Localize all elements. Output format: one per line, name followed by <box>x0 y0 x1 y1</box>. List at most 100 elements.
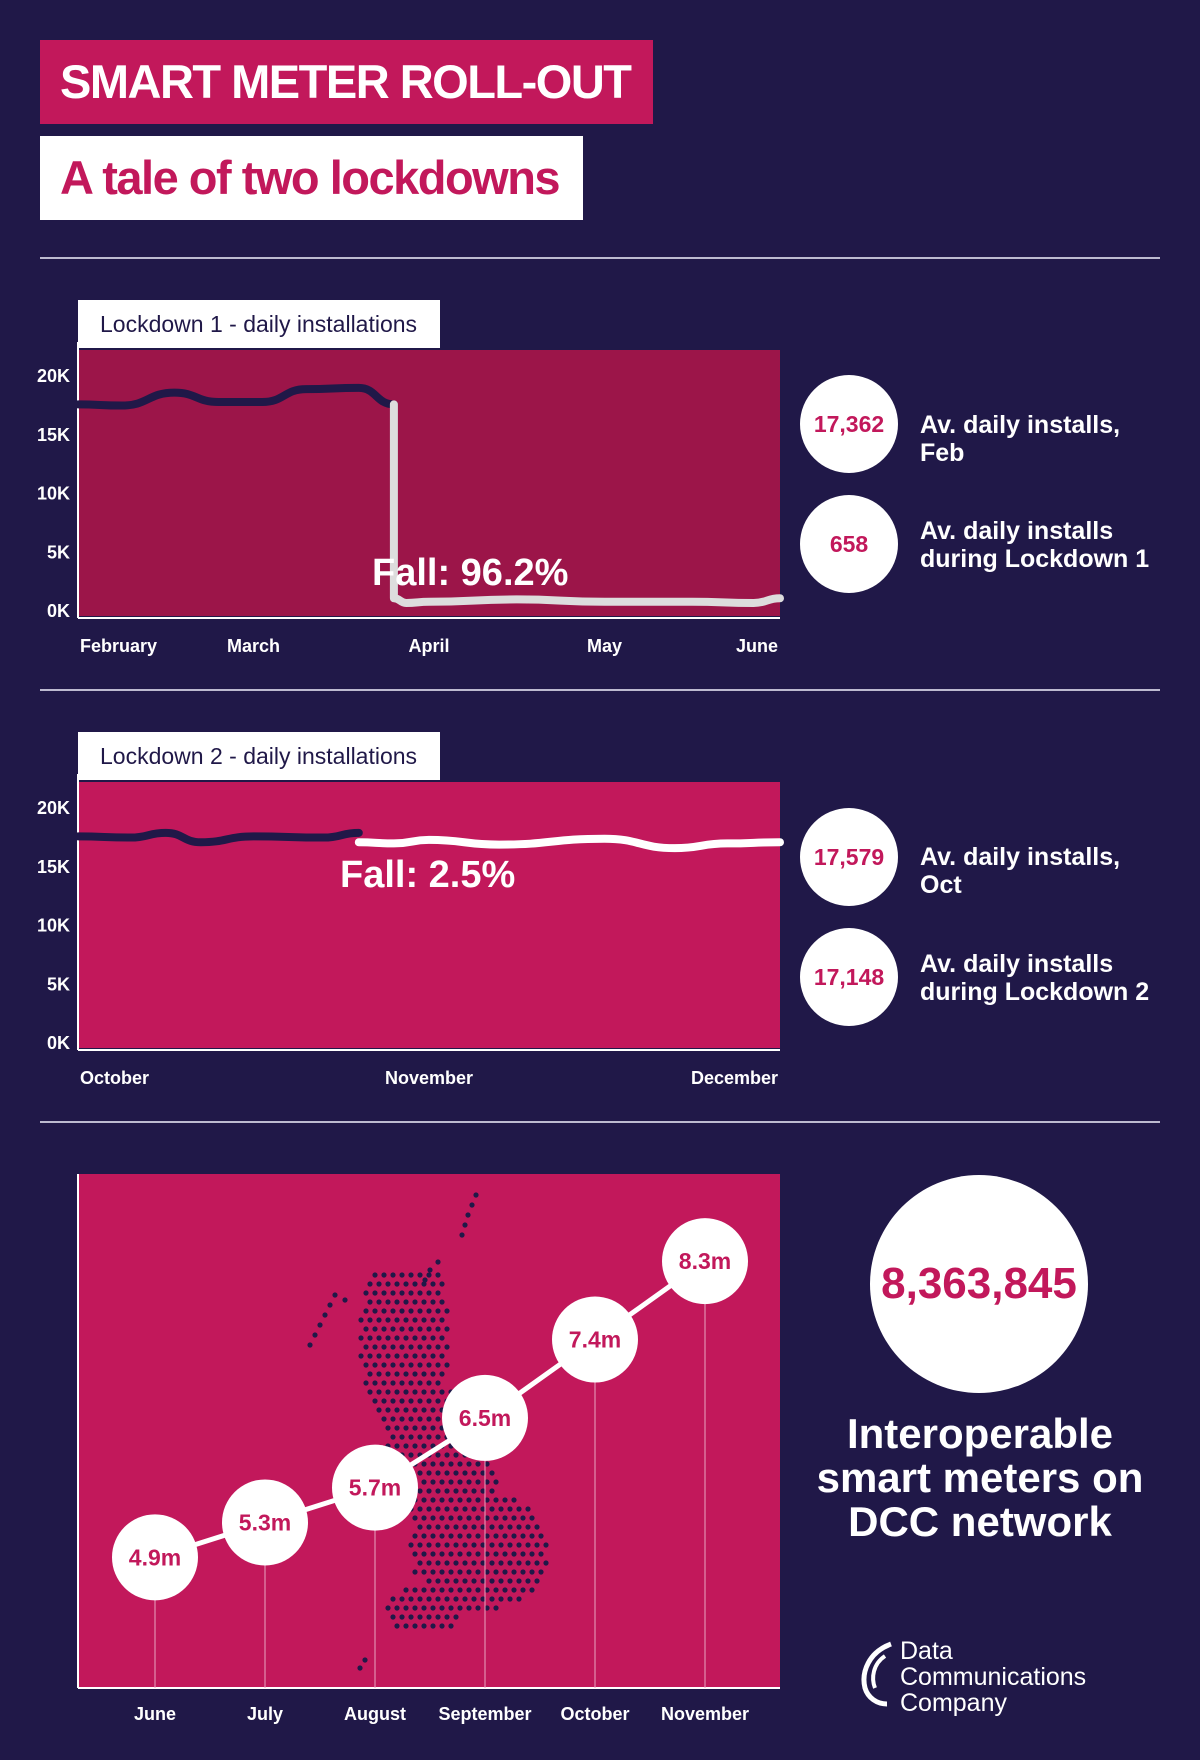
map-dot <box>394 1623 400 1629</box>
map-dot <box>516 1578 522 1584</box>
map-dot <box>412 1443 418 1449</box>
map-dot <box>493 1533 499 1539</box>
map-dot <box>372 1398 378 1404</box>
x-tick-label: September <box>438 1704 531 1724</box>
map-dot <box>516 1542 522 1548</box>
map-dot <box>511 1551 517 1557</box>
x-tick-label: October <box>80 1068 149 1088</box>
map-dot <box>444 1488 450 1494</box>
data-point <box>222 1479 308 1566</box>
map-dot <box>385 1281 391 1287</box>
map-dot <box>394 1389 400 1395</box>
y-tick-label: 20K <box>37 798 70 818</box>
map-dot <box>453 1578 459 1584</box>
x-tick-label: February <box>80 636 157 656</box>
panel1-label: Lockdown 1 - daily installations <box>78 300 440 348</box>
x-tick-label: August <box>344 1704 406 1724</box>
y-tick-label: 5K <box>47 974 70 994</box>
map-dot <box>426 1524 432 1530</box>
map-dot <box>403 1371 409 1377</box>
map-dot <box>435 1488 441 1494</box>
map-dot <box>421 1533 427 1539</box>
map-dot <box>435 1259 441 1265</box>
map-dot <box>417 1326 423 1332</box>
map-dot <box>435 1524 441 1530</box>
map-dot <box>390 1398 396 1404</box>
map-dot <box>367 1299 373 1305</box>
x-tick-label: December <box>691 1068 778 1088</box>
map-dot <box>489 1506 495 1512</box>
map-dot <box>363 1290 369 1296</box>
map-dot <box>466 1605 472 1611</box>
map-dot <box>390 1326 396 1332</box>
map-dot <box>520 1533 526 1539</box>
map-dot <box>417 1398 423 1404</box>
map-dot <box>403 1407 409 1413</box>
map-dot <box>453 1542 459 1548</box>
map-dot <box>430 1407 436 1413</box>
map-dot <box>408 1308 414 1314</box>
map-dot <box>403 1299 409 1305</box>
map-dot <box>430 1335 436 1341</box>
map-dot <box>493 1605 499 1611</box>
data-label: 5.7m <box>349 1475 401 1501</box>
map-dot <box>421 1587 427 1593</box>
map-dot <box>367 1335 373 1341</box>
map-dot <box>439 1479 445 1485</box>
map-dot <box>408 1362 414 1368</box>
map-dot <box>421 1353 427 1359</box>
map-dot <box>498 1578 504 1584</box>
map-dot <box>444 1560 450 1566</box>
map-dot <box>435 1470 441 1476</box>
map-dot <box>417 1614 423 1620</box>
map-dot <box>538 1569 544 1575</box>
map-dot <box>376 1335 382 1341</box>
map-dot <box>439 1335 445 1341</box>
map-dot <box>372 1326 378 1332</box>
map-dot <box>417 1380 423 1386</box>
map-dot <box>439 1533 445 1539</box>
y-tick-label: 15K <box>37 425 70 445</box>
map-dot <box>493 1551 499 1557</box>
map-dot <box>484 1461 490 1467</box>
map-dot <box>421 1371 427 1377</box>
map-dot <box>462 1560 468 1566</box>
dcc-logo-icon <box>855 1638 905 1708</box>
map-dot <box>421 1389 427 1395</box>
map-dot <box>498 1596 504 1602</box>
map-dot <box>448 1497 454 1503</box>
map-dot <box>507 1506 513 1512</box>
map-dot <box>444 1614 450 1620</box>
map-dot <box>466 1515 472 1521</box>
map-dot <box>435 1272 441 1278</box>
map-dot <box>466 1551 472 1557</box>
map-dot <box>498 1560 504 1566</box>
map-dot <box>426 1380 432 1386</box>
map-dot <box>412 1515 418 1521</box>
map-dot <box>372 1290 378 1296</box>
map-dot <box>363 1326 369 1332</box>
map-dot <box>408 1272 414 1278</box>
x-tick-label: October <box>560 1704 629 1724</box>
map-dot <box>435 1578 441 1584</box>
map-dot <box>507 1578 513 1584</box>
map-dot <box>394 1605 400 1611</box>
map-dot <box>421 1479 427 1485</box>
map-dot <box>511 1533 517 1539</box>
map-dot <box>430 1479 436 1485</box>
map-dot <box>412 1605 418 1611</box>
map-dot <box>484 1497 490 1503</box>
map-dot <box>529 1515 535 1521</box>
map-dot <box>426 1596 432 1602</box>
map-dot <box>394 1443 400 1449</box>
map-dot <box>435 1416 441 1422</box>
y-tick-label: 10K <box>37 916 70 936</box>
map-dot <box>322 1312 328 1318</box>
map-dot <box>453 1560 459 1566</box>
map-dot <box>453 1470 459 1476</box>
map-dot <box>412 1425 418 1431</box>
map-dot <box>444 1362 450 1368</box>
map-dot <box>363 1380 369 1386</box>
subtitle: A tale of two lockdowns <box>40 136 583 220</box>
map-dot <box>502 1515 508 1521</box>
